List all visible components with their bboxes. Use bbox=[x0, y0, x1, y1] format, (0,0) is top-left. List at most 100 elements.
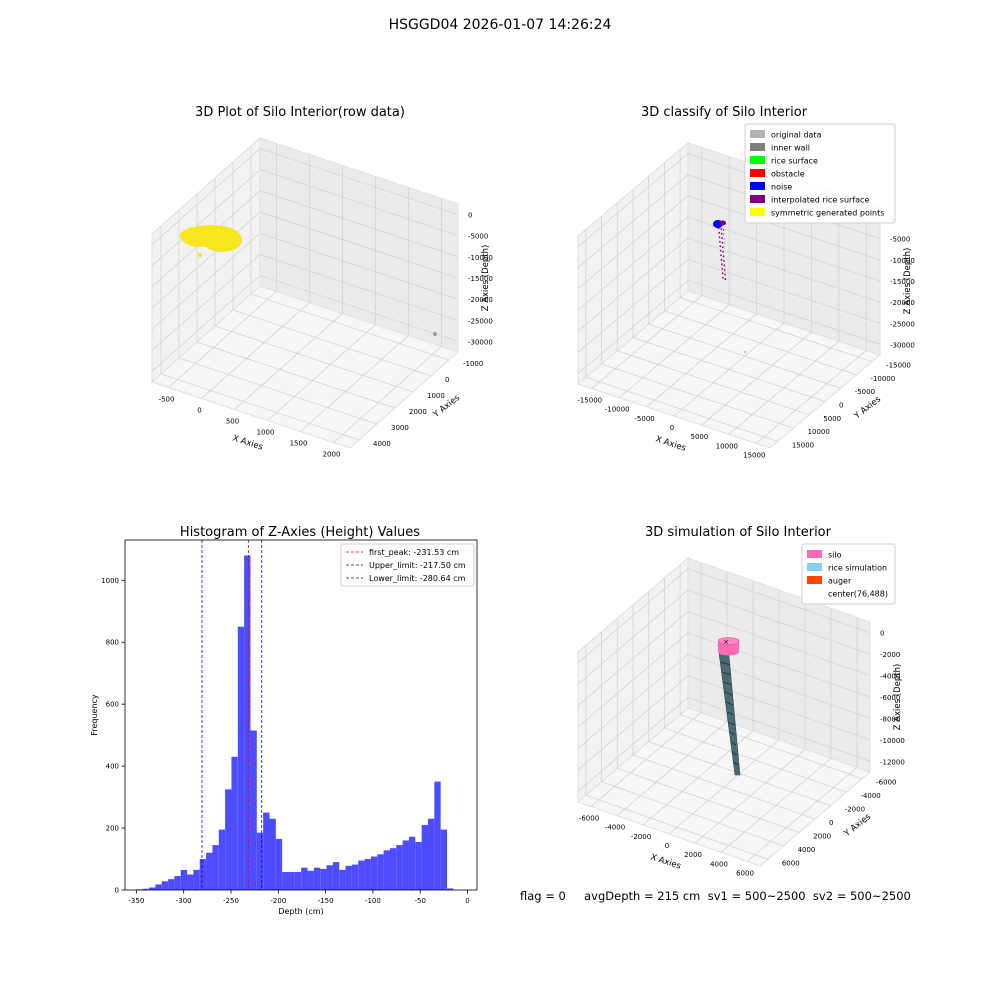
histogram-bar bbox=[250, 730, 257, 890]
histogram-bar bbox=[364, 859, 371, 890]
histogram-bar bbox=[358, 860, 365, 890]
legend-box bbox=[801, 543, 896, 605]
grid-line bbox=[577, 696, 871, 792]
auger-thread bbox=[730, 741, 737, 746]
y-tick-label: 2000 bbox=[409, 408, 427, 416]
y-tick-label: -15000 bbox=[886, 362, 911, 370]
z-tick-label: -10000 bbox=[880, 737, 905, 745]
data-point bbox=[720, 254, 726, 258]
grid-line bbox=[151, 274, 459, 372]
x-tick-label: -150 bbox=[318, 897, 334, 905]
histogram-plot: -350 -300 -250 -200 -150 -100 -50 0 0 200 400 600 80… bbox=[90, 539, 478, 916]
y-tick-label: 3000 bbox=[391, 424, 409, 432]
x-tick-label: -50 bbox=[415, 897, 426, 905]
grid-line bbox=[577, 258, 881, 353]
data-point bbox=[720, 220, 726, 226]
z-tick-label: -30000 bbox=[468, 338, 493, 346]
z-tick-label: -5000 bbox=[468, 233, 488, 241]
histogram-bar bbox=[421, 824, 428, 890]
grid-line bbox=[577, 675, 871, 771]
grid-line bbox=[577, 589, 871, 685]
data-point bbox=[720, 263, 726, 267]
z-tick-label: -6000 bbox=[880, 694, 900, 702]
legend-label: rice simulation bbox=[828, 564, 887, 573]
z-tick-label: 0 bbox=[468, 212, 472, 220]
histogram-bar bbox=[320, 868, 327, 890]
z-tick-label: -15000 bbox=[890, 278, 915, 286]
plot-frame bbox=[124, 539, 478, 891]
x-tick-label: 15000 bbox=[743, 451, 765, 459]
y-tick-label: -1000 bbox=[463, 360, 483, 368]
data-point bbox=[718, 240, 725, 245]
histogram-bar bbox=[396, 845, 403, 890]
histogram-bar bbox=[199, 859, 207, 890]
z-tick-label: -25000 bbox=[468, 317, 493, 325]
histogram-bar bbox=[161, 881, 169, 890]
grid-line bbox=[632, 337, 826, 402]
legend-swatch bbox=[750, 169, 765, 177]
data-point bbox=[719, 245, 726, 249]
classify-3d-plot: -15000-10000-500005000100001500015000100… bbox=[576, 123, 915, 459]
silo-shape bbox=[718, 648, 739, 656]
legend-swatch bbox=[750, 143, 765, 151]
y-tick-label: -6000 bbox=[876, 779, 896, 787]
chart-title-histogram: Histogram of Z-Axies (Height) Values bbox=[180, 525, 420, 540]
histogram-bar bbox=[218, 829, 226, 890]
grid-line bbox=[196, 341, 396, 409]
histogram-bar bbox=[377, 854, 384, 890]
data-point bbox=[718, 231, 725, 236]
grid-line bbox=[151, 211, 459, 309]
grid-line bbox=[617, 350, 810, 416]
histogram-bar bbox=[225, 789, 232, 890]
histogram-bar bbox=[332, 862, 340, 890]
z-tick-label: -4000 bbox=[880, 673, 900, 681]
histogram-bar bbox=[263, 812, 270, 890]
x-tick-label: 500 bbox=[226, 418, 239, 426]
auger-thread bbox=[732, 761, 739, 766]
silo-shape bbox=[717, 637, 740, 645]
histogram-bar bbox=[174, 876, 181, 890]
grid-line bbox=[601, 781, 784, 847]
auger-thread bbox=[724, 691, 733, 696]
auger-thread bbox=[721, 661, 730, 666]
histogram-bar bbox=[237, 626, 245, 890]
z-axis-label: Z Axies (Depth) bbox=[481, 245, 491, 312]
histogram-bar bbox=[389, 848, 397, 890]
silo-shape bbox=[718, 641, 739, 652]
z-tick-label: -20000 bbox=[890, 299, 915, 307]
grid-line bbox=[577, 237, 881, 332]
x-tick-label: -300 bbox=[176, 897, 192, 905]
histogram-bar bbox=[301, 867, 308, 890]
grid-line bbox=[577, 195, 881, 290]
grid-line bbox=[577, 216, 881, 311]
auger-thread bbox=[727, 711, 734, 716]
y-tick-label: -2000 bbox=[845, 806, 865, 814]
data-point bbox=[719, 249, 726, 254]
grid-line bbox=[632, 754, 816, 820]
z-tick-label: -10000 bbox=[468, 254, 493, 262]
grid-line bbox=[201, 302, 310, 399]
grid-line bbox=[585, 794, 768, 860]
histogram-bar bbox=[288, 872, 295, 890]
x-tick-label: -200 bbox=[270, 897, 286, 905]
legend-label: first_peak: -231.53 cm bbox=[369, 548, 459, 557]
data-point bbox=[433, 332, 437, 336]
legend-label: inner wall bbox=[771, 144, 810, 153]
z-tick-label: -20000 bbox=[468, 296, 493, 304]
z-tick-label: -30000 bbox=[890, 341, 915, 349]
y-tick-label: 200 bbox=[106, 825, 119, 833]
auger-thread bbox=[725, 701, 734, 706]
grid-line bbox=[168, 291, 277, 388]
histogram-bar bbox=[180, 869, 188, 890]
z-tick-label: -5000 bbox=[890, 236, 910, 244]
x-tick-label: -500 bbox=[159, 396, 175, 404]
legend-swatch bbox=[807, 576, 822, 584]
histogram-bar bbox=[282, 872, 289, 890]
x-tick-label: 1000 bbox=[257, 429, 275, 437]
y-tick-label: -5000 bbox=[855, 388, 875, 396]
data-point bbox=[721, 272, 727, 276]
data-point bbox=[718, 236, 725, 240]
grid-line bbox=[151, 148, 459, 245]
grid-line bbox=[577, 653, 871, 749]
histogram-bar bbox=[155, 884, 162, 890]
